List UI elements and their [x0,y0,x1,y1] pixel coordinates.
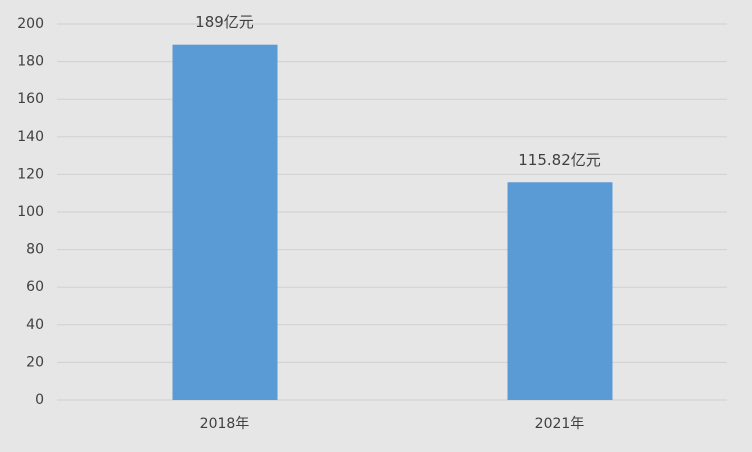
y-tick-label: 40 [26,317,44,333]
y-tick-label: 160 [17,91,44,107]
x-tick-label: 2018年 [200,416,250,432]
x-tick-label: 2021年 [535,416,585,432]
bar [507,182,613,400]
y-tick-label: 80 [26,242,44,258]
data-label: 189亿元 [195,13,254,31]
y-tick-label: 140 [17,129,44,145]
bar [172,44,278,401]
y-tick-label: 0 [35,392,44,408]
y-tick-label: 200 [17,16,44,32]
y-tick-label: 20 [26,354,44,370]
y-tick-label: 120 [17,166,44,182]
data-label: 115.82亿元 [518,151,601,169]
y-tick-label: 100 [17,204,44,220]
y-tick-label: 60 [26,279,44,295]
y-tick-label: 180 [17,54,44,70]
